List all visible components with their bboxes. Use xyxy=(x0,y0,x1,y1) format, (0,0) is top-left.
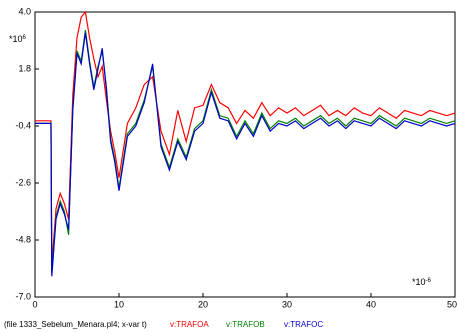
legend-entry: v:TRAFOB xyxy=(226,320,265,329)
plot-frame xyxy=(34,11,456,298)
series-line xyxy=(35,32,456,277)
x-tick-label: 20 xyxy=(198,299,208,309)
y-tick-label: 4.0 xyxy=(18,6,31,16)
series-line xyxy=(35,10,456,266)
y-unit-exponent: 6 xyxy=(23,35,27,41)
x-tick-label: 30 xyxy=(282,299,292,309)
x-tick-label: 0 xyxy=(32,299,37,309)
legend-entry: v:TRAFOC xyxy=(284,320,323,329)
legend-entry: v:TRAFOA xyxy=(170,320,209,329)
x-tick-label: 10 xyxy=(114,299,124,309)
x-tick-label: 40 xyxy=(366,299,376,309)
x-unit-base: *10 xyxy=(412,277,426,287)
y-tick-label: -7.0 xyxy=(15,291,31,301)
y-tick-label: -4.8 xyxy=(15,234,31,244)
y-tick-label: -0.4 xyxy=(15,120,31,130)
y-tick-label: -2.6 xyxy=(15,177,31,187)
x-unit: *10-6 xyxy=(412,277,432,287)
y-unit-base: *10 xyxy=(9,34,23,44)
y-unit: *106 xyxy=(9,34,27,44)
file-label: (file 1333_Sebelum_Menara.pl4; x-var t) xyxy=(4,320,147,329)
y-tick-label: 1.8 xyxy=(18,63,31,73)
x-unit-exponent: -6 xyxy=(426,278,432,284)
x-tick-label: 50 xyxy=(447,299,457,309)
